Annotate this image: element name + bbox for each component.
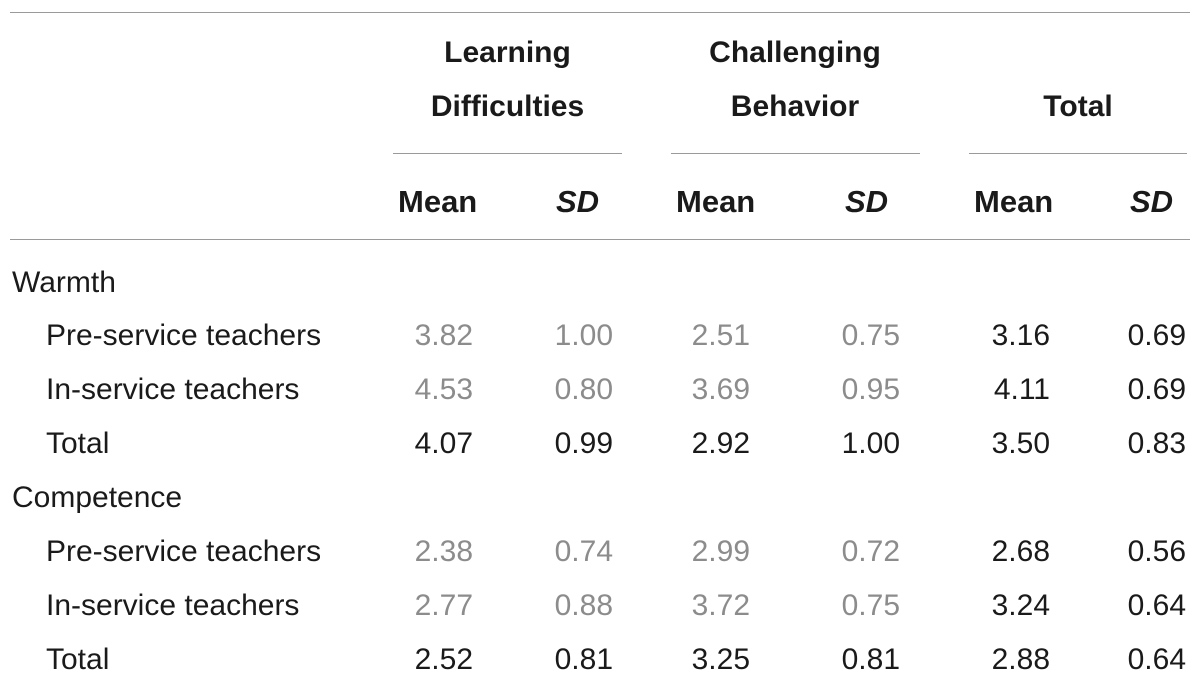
top-rule [10,12,1190,13]
row-label: Total [46,427,110,460]
cell-value: 0.99 [554,427,613,460]
cell-value: 4.53 [414,373,473,406]
cell-value: 3.82 [414,319,473,352]
cell-value: 0.75 [841,589,900,622]
cell-value: 0.75 [841,319,900,352]
cell-value: 0.80 [554,373,613,406]
cell-value: 3.24 [991,589,1050,622]
cell-value: 0.88 [554,589,613,622]
cell-value: 2.99 [691,535,750,568]
group-rule-learning [393,153,622,154]
group-header-challenging-line1: Challenging [709,36,881,69]
cell-value: 0.83 [1127,427,1186,460]
row-label: In-service teachers [46,589,300,622]
cell-value: 2.68 [991,535,1050,568]
cell-value: 0.64 [1127,643,1186,676]
cell-value: 3.72 [691,589,750,622]
row-label: Pre-service teachers [46,319,322,352]
cell-value: 0.81 [841,643,900,676]
cell-value: 2.51 [691,319,750,352]
section-title-warmth: Warmth [12,266,116,299]
group-rule-challenging [671,153,920,154]
subheader-mean-challenging: Mean [676,184,756,219]
cell-value: 0.72 [841,535,900,568]
row-label: Pre-service teachers [46,535,322,568]
cell-value: 3.69 [691,373,750,406]
cell-value: 2.52 [414,643,473,676]
cell-value: 2.77 [414,589,473,622]
group-header-learning-line2: Difficulties [430,90,585,123]
cell-value: 2.88 [991,643,1050,676]
cell-value: 0.56 [1127,535,1186,568]
cell-value: 1.00 [841,427,900,460]
subheader-sd-learning: SD [556,184,600,219]
cell-value: 3.25 [691,643,750,676]
cell-value: 3.50 [991,427,1050,460]
cell-value: 2.92 [691,427,750,460]
subheader-sd-challenging: SD [845,184,889,219]
cell-value: 2.38 [414,535,473,568]
group-header-total: Total [1043,90,1113,123]
row-label: Total [46,643,110,676]
row-label: In-service teachers [46,373,300,406]
section-title-competence: Competence [12,481,183,514]
group-header-challenging-line2: Behavior [730,90,860,123]
cell-value: 4.07 [414,427,473,460]
group-rule-total [969,153,1187,154]
cell-value: 0.74 [554,535,613,568]
cell-value: 1.00 [554,319,613,352]
cell-value: 3.16 [991,319,1050,352]
cell-value: 0.69 [1127,373,1186,406]
subheader-mean-total: Mean [974,184,1054,219]
subheader-mean-learning: Mean [398,184,478,219]
group-header-learning-line1: Learning [444,36,571,69]
cell-value: 0.69 [1127,319,1186,352]
cell-value: 4.11 [993,373,1050,406]
cell-value: 0.64 [1127,589,1186,622]
header-rule [10,239,1190,240]
cell-value: 0.81 [554,643,613,676]
subheader-sd-total: SD [1130,184,1174,219]
cell-value: 0.95 [841,373,900,406]
